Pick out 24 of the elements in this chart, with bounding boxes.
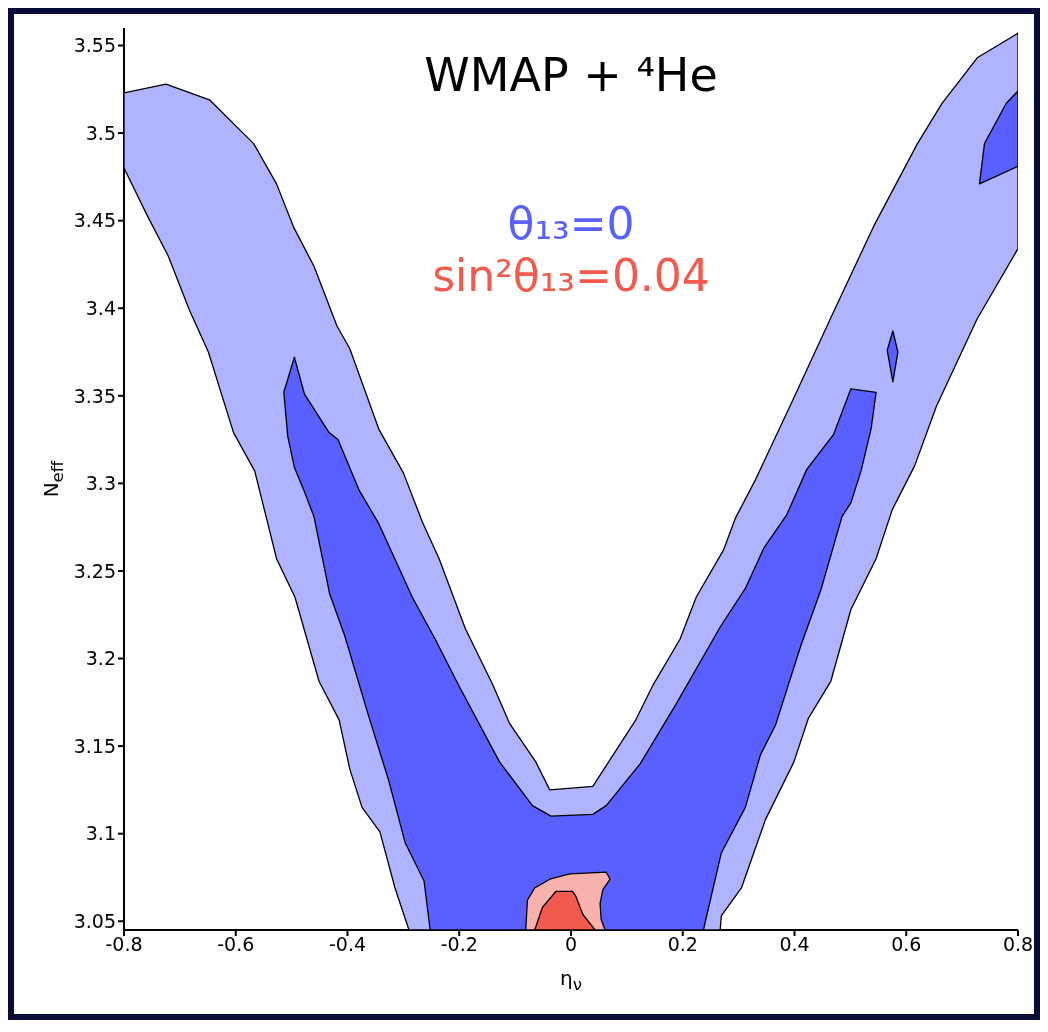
x-tick-label: 0.2 [667, 933, 698, 956]
y-tick-label: 3.4 [85, 296, 116, 319]
x-tick-label: 0.4 [779, 933, 810, 956]
text: sin²θ₁₃=0.04 [431, 250, 711, 302]
y-tick-label: 3.3 [85, 472, 116, 495]
y-tick-label: 3.15 [73, 734, 116, 757]
x-tick-label: 0 [564, 933, 578, 956]
x-tick-label: -0.2 [440, 933, 478, 956]
y-tick-label: 3.45 [73, 209, 116, 232]
text: WMAP + ⁴He [423, 48, 719, 102]
text: θ₁₃=0 [506, 198, 636, 250]
y-tick-label: 3.5 [85, 121, 116, 144]
x-tick-label: 0.8 [1002, 933, 1034, 956]
x-tick-label: -0.4 [328, 933, 367, 956]
y-tick-label: 3.05 [73, 909, 116, 932]
y-tick-label: 3.1 [85, 822, 116, 845]
y-tick-label: 3.25 [73, 559, 116, 582]
x-tick-label: 0.6 [891, 933, 922, 956]
y-tick-label: 3.55 [73, 34, 116, 57]
x-tick-label: -0.8 [105, 933, 143, 956]
x-axis-title: η$_{ν}$ [559, 966, 583, 994]
y-tick-label: 3.35 [73, 384, 116, 407]
x-tick-label: -0.6 [217, 933, 255, 956]
y-tick-label: 3.2 [85, 647, 116, 670]
